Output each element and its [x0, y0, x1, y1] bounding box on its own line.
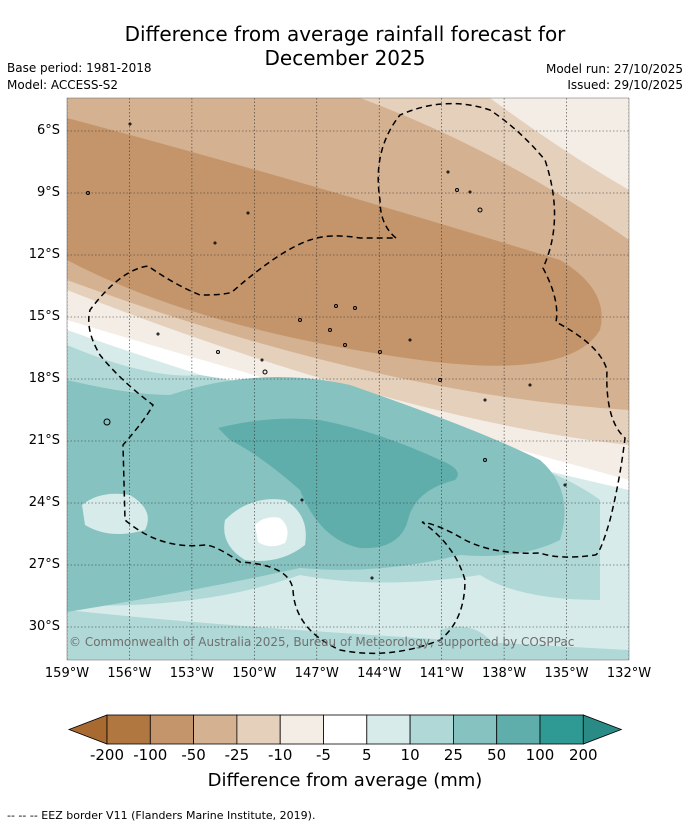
- issued-date: Issued: 29/10/2025: [567, 78, 683, 92]
- eez-footnote: -- -- -- EEZ border V11 (Flanders Marine…: [7, 809, 316, 822]
- longitude-label: 132°W: [606, 666, 652, 681]
- latitude-label: 18°S: [28, 371, 60, 386]
- chart-title-line-2: December 2025: [264, 46, 426, 70]
- colorbar-swatch: [323, 714, 368, 745]
- colorbar-tick-label: -200: [89, 746, 125, 764]
- colorbar-tick-label: 5: [362, 746, 372, 764]
- colorbar-swatch: [366, 714, 411, 745]
- map-canvas: [67, 98, 629, 660]
- colorbar-tick-label: 200: [568, 746, 598, 764]
- anomaly-patch-light-west: [82, 493, 148, 534]
- anomaly-band-plus-50: [218, 418, 458, 549]
- colorbar-tick-label: -5: [316, 746, 331, 764]
- colorbar-tick-label: 10: [400, 746, 420, 764]
- colorbar-swatch: [279, 714, 324, 745]
- colorbar-swatch: [193, 714, 238, 745]
- eez-border: [88, 102, 626, 655]
- longitude-label: 156°W: [107, 666, 152, 681]
- longitude-label: 153°W: [169, 666, 214, 681]
- colorbar-swatch: [496, 714, 541, 745]
- colorbar-tick-label: 50: [487, 746, 507, 764]
- anomaly-band-minus-50: [67, 118, 602, 366]
- chart-title: Difference from average rainfall forecas…: [0, 22, 690, 70]
- base-period: Base period: 1981-2018: [7, 61, 152, 75]
- colorbar-extend-low: [67, 714, 108, 745]
- latitude-label: 27°S: [28, 557, 60, 572]
- colorbar-swatch: [452, 714, 498, 745]
- colorbar-swatch: [539, 714, 584, 745]
- colorbar-tick-label: -25: [224, 746, 250, 764]
- latitude-label: 12°S: [28, 247, 60, 262]
- latitude-label: 21°S: [28, 433, 60, 448]
- longitude-label: 147°W: [294, 666, 339, 681]
- latitude-label: 6°S: [36, 123, 60, 138]
- colorbar-tick-label: -10: [267, 746, 293, 764]
- model-name: Model: ACCESS-S2: [7, 78, 119, 92]
- model-run: Model run: 27/10/2025: [545, 62, 683, 76]
- colorbar-swatch: [236, 714, 281, 745]
- latitude-label: 9°S: [36, 185, 60, 200]
- colorbar-swatch: [106, 714, 151, 745]
- colorbar-title: Difference from average (mm): [207, 770, 483, 791]
- colorbar-swatch: [149, 714, 195, 745]
- longitude-label: 135°W: [544, 666, 589, 681]
- colorbar-tick-label: 100: [525, 746, 555, 764]
- longitude-label: 138°W: [482, 666, 527, 681]
- colorbar-tick-label: -100: [133, 746, 168, 764]
- anomaly-patch-white: [255, 517, 288, 547]
- latitude-label: 30°S: [28, 619, 60, 634]
- colorbar: [67, 714, 623, 745]
- anomaly-band-plus-10-south: [67, 610, 629, 660]
- longitude-label: 150°W: [232, 666, 277, 681]
- colorbar-swatch: [409, 714, 454, 745]
- chart-title-line-1: Difference from average rainfall forecas…: [124, 22, 566, 46]
- colorbar-tick-label: -50: [181, 746, 206, 764]
- anomaly-patch-lower: [440, 626, 490, 654]
- longitude-label: 159°W: [44, 666, 90, 681]
- longitude-label: 141°W: [419, 666, 464, 681]
- colorbar-extend-high: [582, 714, 623, 745]
- longitude-label: 144°W: [357, 666, 402, 681]
- colorbar-tick-label: 25: [443, 746, 463, 764]
- copyright-notice: © Commonwealth of Australia 2025, Bureau…: [69, 635, 575, 649]
- islands: [86, 122, 567, 580]
- latitude-label: 15°S: [28, 309, 60, 324]
- map-frame: [66, 97, 630, 661]
- latitude-label: 24°S: [28, 495, 60, 510]
